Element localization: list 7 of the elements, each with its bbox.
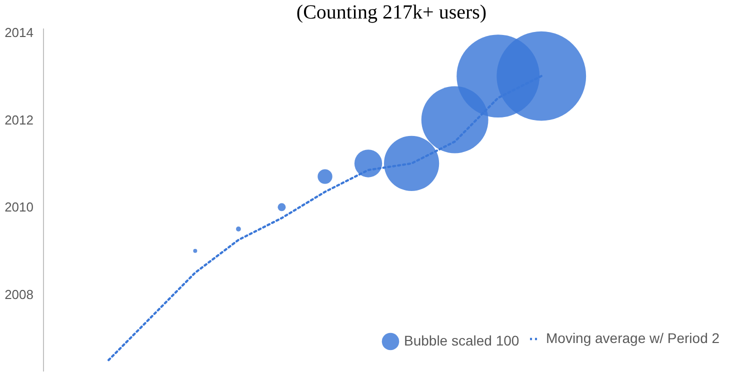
y-tick-label: 2012 [4, 112, 34, 128]
legend-label: Moving average w/ Period 2 [546, 330, 720, 346]
y-tick-label: 2010 [4, 200, 34, 215]
y-tick-label: 2008 [4, 287, 34, 302]
legend-label: Bubble scaled 100 [404, 332, 520, 348]
y-tick-label: 2014 [4, 24, 34, 40]
chart-title: (Counting 217k+ users) [296, 1, 487, 24]
